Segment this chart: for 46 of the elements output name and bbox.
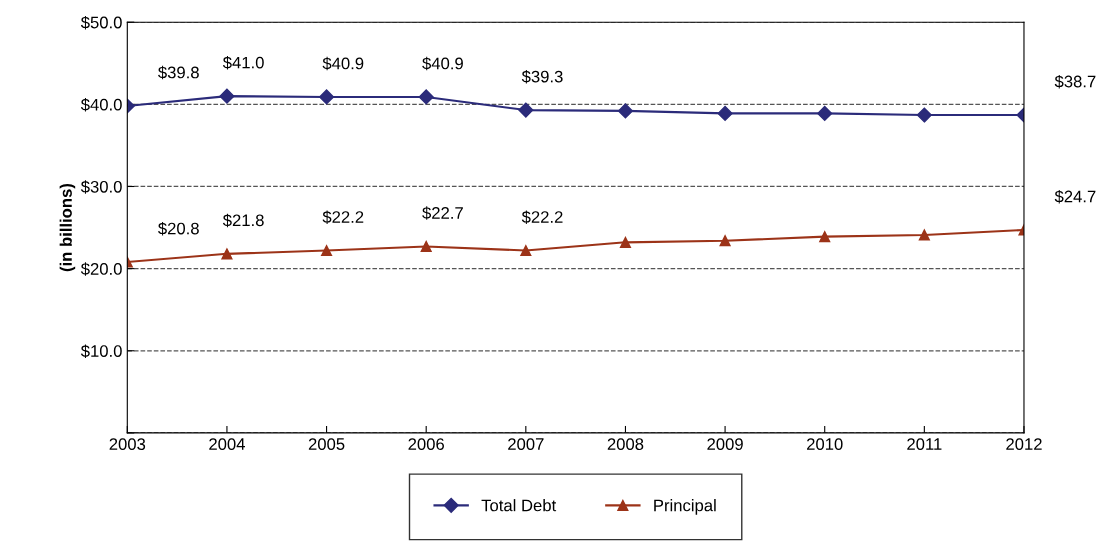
x-tick-label: 2009 [707, 438, 743, 450]
point [318, 89, 335, 105]
point [520, 244, 532, 257]
data-label: $22.2 [322, 210, 364, 224]
data-label: $21.8 [222, 213, 264, 228]
point [221, 248, 233, 260]
data-label: $20.8 [158, 221, 199, 236]
point [717, 105, 733, 121]
x-tick-label: 2006 [408, 438, 444, 450]
data-label: $39.3 [521, 69, 563, 84]
point [719, 235, 731, 247]
x-tick-label: 2007 [508, 438, 544, 450]
x-tick-label: 2010 [807, 438, 843, 450]
x-tick-label: 2004 [209, 438, 245, 450]
point [819, 231, 831, 243]
x-tick-label: 2012 [1006, 438, 1042, 450]
point [420, 240, 432, 252]
legend-label: Principal [654, 499, 716, 515]
data-label: $38.7 [1054, 74, 1096, 89]
data-label: $40.9 [422, 56, 463, 71]
point [619, 236, 632, 248]
point [817, 105, 833, 121]
point [418, 89, 434, 105]
point [918, 229, 930, 241]
point [617, 103, 634, 119]
y-axis-title: (in billions) [59, 183, 76, 272]
point [219, 88, 235, 104]
data-label: $24.7 [1054, 189, 1096, 204]
x-tick-label: 2008 [607, 438, 644, 450]
x-tick-label: 2011 [907, 438, 942, 450]
point [321, 244, 333, 257]
y-tick-label: $40.0 [80, 98, 122, 112]
y-tick-label: $20.0 [80, 262, 122, 276]
point [518, 102, 534, 118]
data-label: $22.2 [521, 210, 563, 224]
y-tick-label: $10.0 [80, 344, 122, 358]
legend-label: Total Debt [481, 499, 557, 512]
y-tick-label: $50.0 [80, 15, 122, 30]
y-tick-label: $30.0 [80, 180, 122, 194]
x-tick-label: 2003 [109, 438, 146, 450]
data-label: $40.9 [322, 56, 364, 71]
data-label: $41.0 [222, 56, 264, 70]
point [916, 107, 932, 123]
data-label: $22.7 [422, 206, 463, 220]
data-label: $39.8 [158, 65, 199, 80]
x-tick-label: 2005 [308, 438, 345, 450]
